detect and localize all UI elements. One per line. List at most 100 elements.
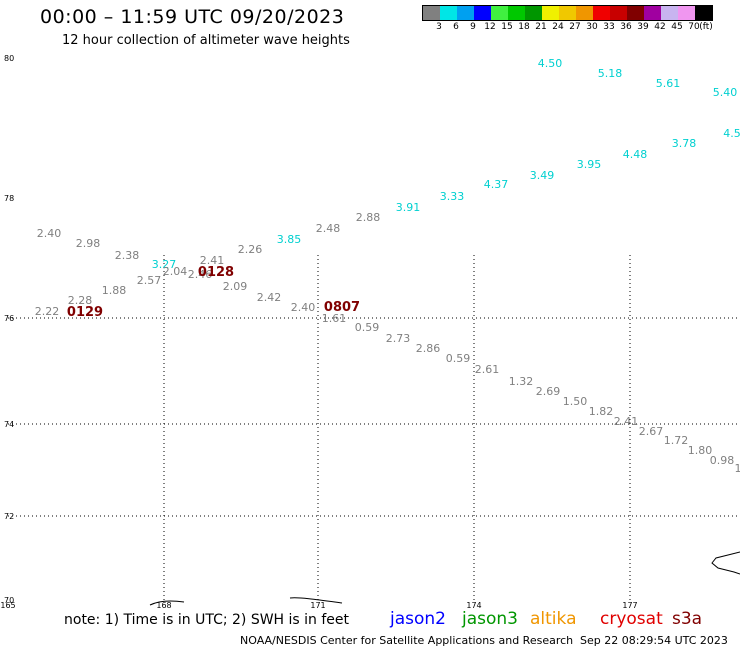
legend-color-bar	[422, 5, 713, 21]
map-title: 00:00 – 11:59 UTC 09/20/2023	[40, 6, 345, 28]
legend-labels: 3 6 9 12 15 18 21 24 27 30 33 36 39 42 45 70 (ft)	[422, 21, 713, 35]
wave-height-value: 2.73	[386, 332, 411, 345]
footer-timestamp: Sep 22 08:29:54 UTC 2023	[580, 634, 728, 647]
altimeter-track: 2.22 2.28 1.88 2.57 3.27 2.41 2.26 3.85 2.48 2.88…	[35, 127, 740, 320]
wave-height-value: 2.69	[536, 385, 561, 398]
wave-height-value: 2.86	[416, 342, 441, 355]
wave-height-value: 2.88	[356, 211, 381, 224]
legend-swatch	[627, 6, 644, 20]
legend-label: 9	[470, 22, 476, 32]
wave-height-value: 1.32	[509, 375, 534, 388]
wave-height-value: 2.41	[200, 254, 225, 267]
legend-label: 12	[484, 22, 496, 32]
longitude-tick-label: 174	[466, 601, 481, 610]
wave-height-value: 5.40	[713, 86, 738, 99]
wave-height-value: 2.09	[223, 280, 248, 293]
satellite-cryosat: cryosat	[600, 609, 663, 629]
wave-height-value: 3.85	[277, 233, 302, 246]
coastline-south-1	[149, 600, 185, 606]
wave-height-value: 2.48	[316, 222, 341, 235]
wave-height-value: 3.95	[577, 158, 602, 171]
legend-label: 39	[637, 22, 649, 32]
footer-credit: NOAA/NESDIS Center for Satellite Applica…	[240, 634, 574, 647]
latitude-tick-label: 80	[4, 54, 14, 63]
legend-swatch	[593, 6, 610, 20]
wave-height-value: 3.33	[440, 190, 465, 203]
legend-label: 33	[603, 22, 615, 32]
legend-label: 36	[620, 22, 632, 32]
wave-height-value: 2.46	[188, 268, 213, 281]
wave-height-value: 2.28	[68, 294, 93, 307]
longitude-tick-label: 177	[622, 601, 637, 610]
wave-height-value: 1.50	[563, 395, 588, 408]
wave-height-value: 2.57	[137, 274, 162, 287]
legend-label: 27	[569, 22, 581, 32]
wave-height-value: 2.98	[76, 237, 101, 250]
legend-swatch	[678, 6, 695, 20]
satellite-jason3: jason3	[462, 609, 518, 629]
wave-height-value: 2.61	[475, 363, 500, 376]
satellite-jason2: jason2	[390, 609, 446, 629]
wave-height-value: 4.5	[723, 127, 740, 140]
legend-label: 45	[671, 22, 683, 32]
wave-height-value: 1.61	[322, 312, 347, 325]
legend-swatch	[644, 6, 661, 20]
legend-swatch	[576, 6, 593, 20]
wave-height-value: 2.22	[35, 305, 60, 318]
wave-height-value: 0.59	[355, 321, 380, 334]
legend-swatch	[542, 6, 559, 20]
wave-height-value: 2.42	[257, 291, 282, 304]
pass-time-label: 0807	[324, 300, 360, 315]
latitude-tick-label: 72	[4, 512, 14, 521]
wave-height-value: 2.67	[639, 425, 664, 438]
latitude-tick-label: 70	[4, 596, 14, 605]
legend-swatch	[474, 6, 491, 20]
legend-label: 24	[552, 22, 564, 32]
wave-height-value: 2.04	[163, 265, 188, 278]
satellite-altika: altika	[530, 609, 577, 629]
longitude-tick-label: 165	[0, 601, 15, 610]
legend-label: 70	[688, 22, 700, 32]
altimeter-track: 1.61 0.59 2.73 2.86 0.59 2.61 1.322.691.501.82…	[322, 300, 740, 475]
satellite-s3a: s3a	[672, 609, 703, 629]
legend-label: 42	[654, 22, 666, 32]
wave-height-value: 2.40	[291, 301, 316, 314]
wave-height-value: 3.78	[672, 137, 697, 150]
wave-height-value: 3.91	[396, 201, 421, 214]
wave-height-value: 2.40	[37, 227, 62, 240]
map-subtitle: 12 hour collection of altimeter wave hei…	[62, 33, 350, 48]
wave-height-value: 1.80	[688, 444, 713, 457]
wave-height-value: 5.18	[598, 67, 623, 80]
legend-swatch	[661, 6, 678, 20]
wave-height-value: 3.49	[530, 169, 555, 182]
altimeter-track: 2.40 2.98 2.38 2.04 2.46 2.09 2.42 2.40 0128	[37, 227, 316, 314]
coastline-south-2	[289, 597, 343, 604]
wave-height-value: 4.37	[484, 178, 509, 191]
wave-height-value: 1.88	[102, 284, 127, 297]
wave-height-value: 0.59	[446, 352, 471, 365]
legend-label: 3	[436, 22, 442, 32]
legend-swatch	[508, 6, 525, 20]
longitude-tick-label: 168	[156, 601, 171, 610]
latitude-tick-label: 76	[4, 314, 14, 323]
legend-label: 30	[586, 22, 598, 32]
legend-swatch	[525, 6, 542, 20]
wave-height-value: 1	[735, 462, 740, 475]
wave-height-value: 4.50	[538, 57, 563, 70]
latitude-tick-label: 74	[4, 420, 14, 429]
graticule	[8, 255, 740, 600]
legend-swatch	[695, 6, 712, 20]
wave-height-value: 0.98	[710, 454, 735, 467]
wave-height-value: 5.61	[656, 77, 681, 90]
pass-time-label: 0129	[67, 305, 103, 320]
latitude-tick-label: 78	[4, 194, 14, 203]
pass-time-label: 0128	[198, 265, 234, 280]
wave-height-value: 2.26	[238, 243, 263, 256]
longitude-tick-label: 171	[310, 601, 325, 610]
wave-height-value: 3.27	[152, 258, 177, 271]
wave-height-tracks: 2.22 2.28 1.88 2.57 3.27 2.41 2.26 3.85 2.48 2.88…	[35, 57, 740, 475]
altimeter-track: 4.50 5.18 5.61 5.40	[538, 57, 738, 99]
legend-swatch	[610, 6, 627, 20]
wave-height-value: 2.41	[614, 415, 639, 428]
wave-height-value: 1.82	[589, 405, 614, 418]
